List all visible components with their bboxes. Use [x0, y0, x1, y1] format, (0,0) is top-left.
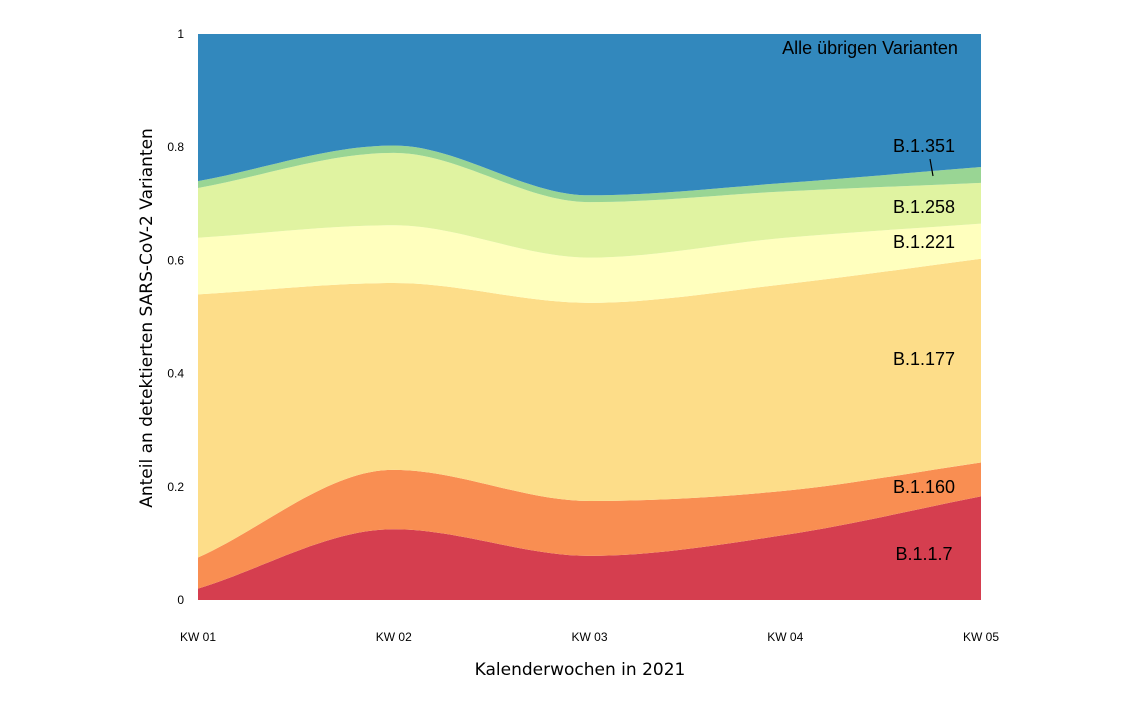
- series-label-b-1-221: B.1.221: [893, 232, 955, 252]
- x-axis-ticks: KW 01 KW 02 KW 03 KW 04 KW 05: [180, 630, 999, 644]
- series-label-b-1-1-7: B.1.1.7: [895, 544, 952, 564]
- series-label-b-1-177: B.1.177: [893, 349, 955, 369]
- area-b-1-258: [198, 152, 981, 258]
- series-label-alle-brigen-varianten: Alle übrigen Varianten: [782, 38, 958, 58]
- series-label-b-1-258: B.1.258: [893, 197, 955, 217]
- y-axis-label: Anteil an detektierten SARS-CoV-2 Varian…: [137, 128, 157, 508]
- area-layers: [198, 34, 981, 600]
- y-tick-label: 0.4: [167, 367, 184, 381]
- b1351-label-pointer: [929, 158, 934, 177]
- y-tick-label: 0.6: [167, 253, 184, 267]
- series-label-b-1-160: B.1.160: [893, 477, 955, 497]
- series-labels: B.1.1.7 B.1.160 B.1.177 B.1.221 B.1.258 B.1.3…: [782, 38, 958, 564]
- y-tick-label: 0.8: [167, 140, 184, 154]
- area-b-1-351: [198, 145, 981, 203]
- y-tick-label: 0: [177, 593, 184, 607]
- y-axis-ticks: 0 0.2 0.4 0.6 0.8 1: [167, 27, 184, 607]
- x-tick-label: KW 05: [963, 630, 999, 644]
- x-tick-label: KW 02: [376, 630, 412, 644]
- area-b-1-221: [198, 223, 981, 303]
- series-label-b-1-351: B.1.351: [893, 136, 955, 156]
- x-axis-label: Kalenderwochen in 2021: [475, 660, 686, 680]
- y-tick-label: 0.2: [167, 480, 184, 494]
- y-tick-label: 1: [177, 27, 184, 41]
- x-tick-label: KW 01: [180, 630, 216, 644]
- area-b-1-177: [198, 258, 981, 558]
- x-tick-label: KW 04: [767, 630, 803, 644]
- area-alle-brigen-varianten: [198, 34, 981, 196]
- area-b-1-160: [198, 462, 981, 589]
- area-b-1-1-7: [198, 496, 981, 600]
- x-tick-label: KW 03: [571, 630, 607, 644]
